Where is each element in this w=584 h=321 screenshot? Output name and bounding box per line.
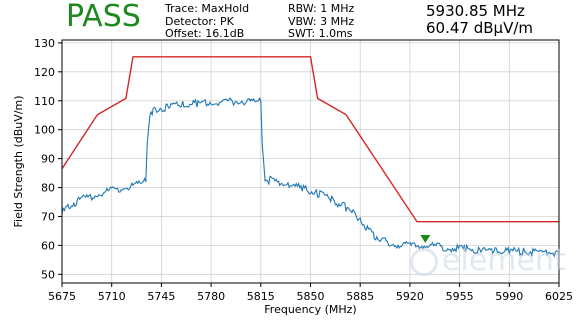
x-tick-label: 5920 <box>396 290 424 303</box>
watermark-text: element <box>442 243 566 278</box>
marker-triangle <box>420 235 431 244</box>
limit-line <box>61 56 559 223</box>
watermark: element <box>410 243 566 278</box>
x-tick-label: 6025 <box>545 290 573 303</box>
settings-right: RBW: 1 MHz VBW: 3 MHz SWT: 1.0ms <box>288 2 355 41</box>
settings-left: Trace: MaxHold Detector: PK Offset: 16.1… <box>165 2 250 41</box>
x-tick-label: 5955 <box>446 290 474 303</box>
detector-setting: Detector: PK <box>165 14 234 28</box>
y-tick-label: 80 <box>41 182 55 195</box>
x-tick-label: 5815 <box>247 290 275 303</box>
marker-level-readout: 60.47 dBµV/m <box>426 19 533 37</box>
x-tick-label: 5710 <box>98 290 126 303</box>
offset-setting: Offset: 16.1dB <box>165 27 245 40</box>
y-tick-label: 130 <box>34 37 55 50</box>
x-tick-label: 5780 <box>197 290 225 303</box>
x-tick-label: 5850 <box>297 290 325 303</box>
marker-frequency-readout: 5930.85 MHz <box>426 2 525 20</box>
measurement-trace <box>61 96 560 258</box>
trace-setting: Trace: MaxHold <box>165 2 250 15</box>
x-tick-label: 5990 <box>495 290 523 303</box>
chart-ticks: 5675 5710 5745 5780 5815 5850 5885 5920 5955 5990… <box>34 37 573 303</box>
x-tick-label: 5675 <box>48 290 76 303</box>
y-tick-label: 100 <box>34 124 55 137</box>
x-tick-label: 5745 <box>147 290 175 303</box>
y-tick-label: 70 <box>41 210 55 223</box>
x-axis-label: Frequency (MHz) <box>264 303 356 316</box>
watermark-logo-icon <box>410 247 438 276</box>
y-tick-label: 110 <box>34 95 55 108</box>
y-tick-label: 120 <box>34 66 55 79</box>
rbw-setting: RBW: 1 MHz <box>288 2 355 15</box>
swt-setting: SWT: 1.0ms <box>288 27 353 40</box>
y-tick-label: 60 <box>41 239 55 252</box>
y-tick-label: 90 <box>41 153 55 166</box>
y-axis-label: Field Strength (dBuV/m) <box>12 96 25 228</box>
chart-series <box>61 56 560 258</box>
y-tick-label: 50 <box>41 268 55 281</box>
pass-verdict: PASS <box>66 0 141 34</box>
vbw-setting: VBW: 3 MHz <box>288 14 355 28</box>
x-tick-label: 5885 <box>346 290 374 303</box>
